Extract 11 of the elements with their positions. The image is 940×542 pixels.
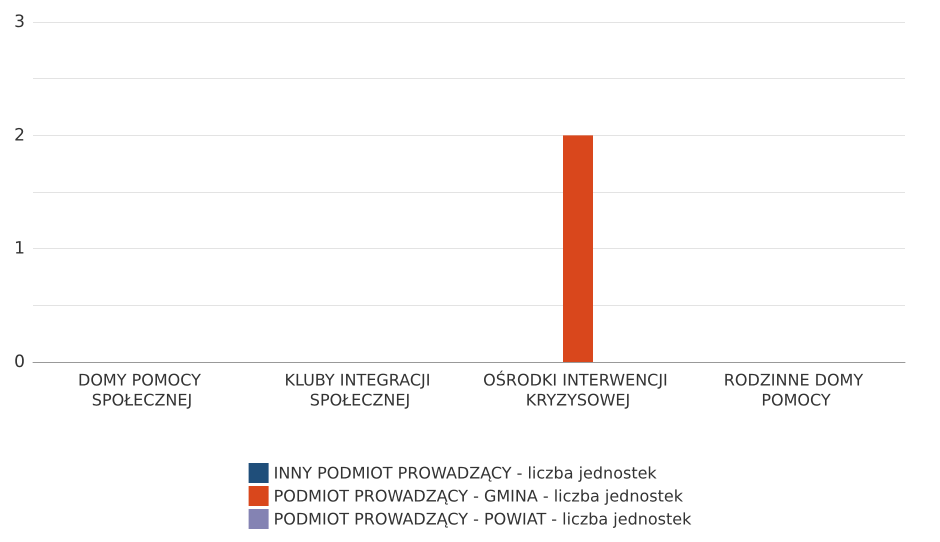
- x-tick-label: RODZINNE DOMY POMOCY: [724, 370, 868, 410]
- y-tick-label: 0: [14, 352, 25, 372]
- x-tick-label: KLUBY INTEGRACJI SPOŁECZNEJ: [284, 370, 436, 410]
- y-tick-label: 1: [14, 238, 25, 259]
- legend-label: PODMIOT PROWADZĄCY - GMINA - liczba jednostek: [274, 486, 684, 506]
- x-tick-label: DOMY POMOCY SPOŁECZNEJ: [78, 370, 206, 410]
- y-tick-label: 3: [14, 12, 25, 32]
- legend-label: PODMIOT PROWADZĄCY - POWIAT - liczba jednostek: [274, 510, 692, 528]
- legend-label: INNY PODMIOT PROWADZĄCY - liczba jednostek: [274, 464, 658, 482]
- y-tick-label: 2: [14, 125, 25, 146]
- x-tick-label: OŚRODKI INTERWENCJI KRYZYSOWEJ: [483, 370, 673, 410]
